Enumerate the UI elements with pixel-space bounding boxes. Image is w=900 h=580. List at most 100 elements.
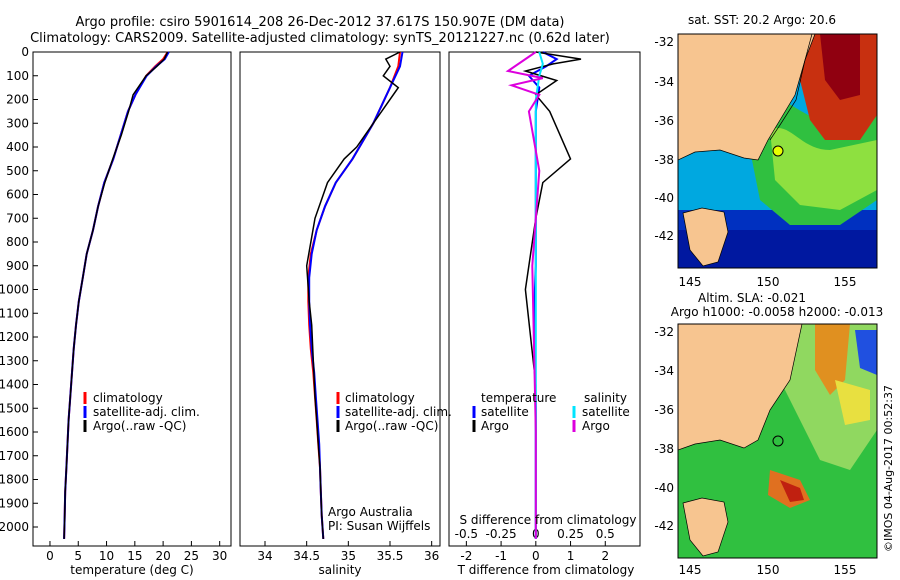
sst-isobath [769,34,813,141]
legend-head-salinity: salinity [584,391,627,405]
panel-frames [32,51,641,547]
lat-tick: -40 [654,481,674,495]
y-tick-label: 1100 [0,306,29,320]
x2-tick-label: 0.5 [596,527,615,541]
y-tick-label: 500 [6,164,29,178]
legend-label-satellite: satellite-adj. clim. [345,405,452,419]
sst-map-title: sat. SST: 20.2 Argo: 20.6 [688,13,836,27]
series-line-salinity-argo [505,51,544,539]
x-tick-label: 20 [155,549,170,563]
sla-low-patch [855,330,877,375]
y-tick-label: 700 [6,211,29,225]
y-tick-label: 100 [6,69,29,83]
sla-south-eddy-core [780,480,804,502]
sst-tasmania [682,207,729,267]
series-line-satellite-adj-clim- [308,51,404,539]
difference-legend: temperature salinity satellite Argo sate… [472,391,630,433]
sst-map-lat-ticks: -32 -34 -36 -38 -40 -42 [654,35,674,243]
x-tick-label: 36 [424,549,439,563]
x-tick-label: 35.5 [377,549,404,563]
x-tick-label: 35 [341,549,356,563]
y-tick-label: 200 [6,93,29,107]
x-tick-label: 25 [184,549,199,563]
chart-marks: 0 5 10 15 20 25 300100200300400500600700800900… [0,45,615,563]
sla-high-eddy [815,324,850,395]
argo-australia-note: Argo Australia [328,505,413,519]
series-line-argo-raw-qc- [63,51,169,539]
x-tick-label: 0 [46,549,54,563]
imos-credit: ©IMOS 04-Aug-2017 00:52:37 [882,385,895,552]
lon-tick: 145 [679,563,702,577]
sla-map: Altim. SLA: -0.021 Argo h1000: -0.0058 h… [654,291,895,577]
sst-map: sat. SST: 20.2 Argo: 20.6 -32 -34 -36 -3… [654,13,878,289]
y-tick-label: 1900 [0,496,29,510]
sst-argo-marker [772,145,784,157]
sst-map-frame [677,33,878,269]
y-tick-label: 300 [6,116,29,130]
legend-label-argo: Argo(..raw -QC) [93,419,186,433]
figure-title-line-2: Climatology: CARS2009. Satellite-adjuste… [30,31,610,46]
lat-tick: -34 [654,75,674,89]
y-tick-label: 1500 [0,401,29,415]
y-tick-label: 1400 [0,378,29,392]
x-tick-label: 1 [567,549,575,563]
salinity-panel-frame [239,51,441,547]
x-tick-label: 34 [257,549,272,563]
salinity-x-label: salinity [318,563,361,577]
x2-tick-label: -0.5 [455,527,478,541]
y-tick-label: 600 [6,188,29,202]
lat-tick: -34 [654,364,674,378]
temperature-x-label: temperature (deg C) [70,563,193,577]
legend-label-argo: Argo(..raw -QC) [345,419,438,433]
x-tick-label: 30 [212,549,227,563]
lon-tick: 150 [757,275,780,289]
sst-map-lon-ticks: 145 150 155 [679,275,857,289]
series-line-climatology [307,51,401,539]
y-tick-label: 1600 [0,425,29,439]
series-line-temperature-argo [522,51,582,539]
sst-warm-water [770,127,877,210]
sla-map-title-2: Argo h1000: -0.0058 h2000: -0.013 [671,305,884,319]
x-tick-label: -2 [460,549,472,563]
lat-tick: -40 [654,191,674,205]
salinity-legend: climatology satellite-adj. clim. Argo(..… [328,391,452,533]
sla-map-lon-ticks: 145 150 155 [679,563,857,577]
lat-tick: -38 [654,442,674,456]
y-tick-label: 1800 [0,473,29,487]
x2-tick-label: 0.25 [557,527,584,541]
legend-label-s-argo: Argo [582,419,610,433]
sla-tasmania [682,497,729,557]
sst-hottest-core [820,34,860,100]
y-tick-label: 1700 [0,449,29,463]
x-tick-label: 34.5 [293,549,320,563]
y-tick-label: 400 [6,140,29,154]
lat-tick: -42 [654,229,674,243]
lon-tick: 155 [834,275,857,289]
lon-tick: 145 [679,275,702,289]
x-tick-label: -1 [495,549,507,563]
x2-tick-label: -0.25 [486,527,517,541]
sla-map-title-1: Altim. SLA: -0.021 [698,291,806,305]
difference-panel-frame [448,51,641,547]
sla-map-lat-ticks: -32 -34 -36 -38 -40 -42 [654,325,674,533]
temperature-legend: climatology satellite-adj. clim. Argo(..… [83,391,200,433]
y-tick-label: 0 [21,45,29,59]
y-tick-label: 1000 [0,283,29,297]
sst-mainland [678,34,816,161]
difference-x-label: T difference from climatology [457,563,635,577]
s-difference-label: S difference from climatology [460,513,637,527]
x-tick-label: 15 [127,549,142,563]
y-tick-label: 800 [6,235,29,249]
x-tick-label: 0 [532,549,540,563]
legend-label-climatology: climatology [93,391,163,405]
pi-note: PI: Susan Wijffels [328,519,430,533]
lat-tick: -42 [654,519,674,533]
lon-tick: 150 [757,563,780,577]
y-tick-label: 1200 [0,330,29,344]
lat-tick: -32 [654,325,674,339]
y-tick-label: 900 [6,259,29,273]
sla-map-frame [677,323,878,559]
lat-tick: -38 [654,153,674,167]
legend-label-s-satellite: satellite [582,405,630,419]
